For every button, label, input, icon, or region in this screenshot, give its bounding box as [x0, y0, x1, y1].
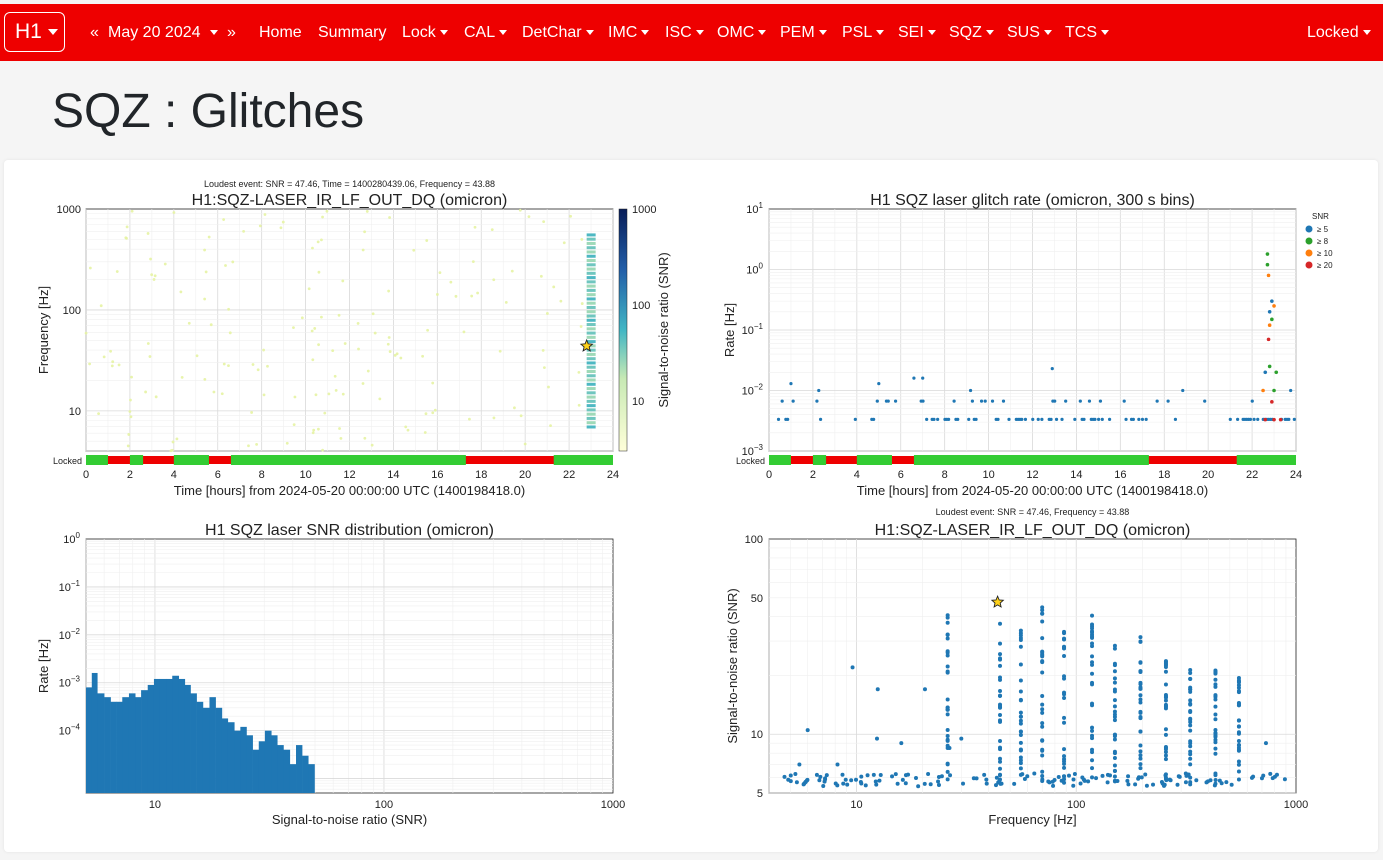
ifo-label: H1 — [15, 20, 42, 43]
nav-menu-cal[interactable]: CAL — [464, 4, 508, 61]
nav-menu-label: TCS — [1065, 24, 1097, 41]
state-label: Locked — [1307, 24, 1359, 41]
chevron-down-icon — [758, 30, 767, 36]
chevron-down-icon — [1043, 30, 1052, 36]
chevron-down-icon — [818, 30, 827, 36]
nav-menu-omc[interactable]: OMC — [717, 4, 767, 61]
nav-menu-label: PEM — [780, 24, 815, 41]
state-dropdown[interactable]: Locked — [1307, 4, 1371, 61]
chevron-down-icon — [499, 30, 508, 36]
nav-menu-label: DetChar — [522, 24, 582, 41]
nav-menu-imc[interactable]: IMC — [608, 4, 650, 61]
nav-menu-psl[interactable]: PSL — [842, 4, 885, 61]
chevron-down-icon — [1362, 30, 1371, 36]
nav-menu-sqz[interactable]: SQZ — [949, 4, 994, 61]
top-navbar: H1 « May 20 2024 » Home Summary Lock CAL… — [0, 4, 1383, 61]
nav-menu-pem[interactable]: PEM — [780, 4, 827, 61]
page-title: SQZ : Glitches — [52, 85, 365, 138]
nav-menu-label: ISC — [665, 24, 692, 41]
nav-menu-label: Lock — [402, 24, 436, 41]
nav-menu-lock[interactable]: Lock — [402, 4, 448, 61]
nav-menu-label: SEI — [898, 24, 924, 41]
date-label: May 20 2024 — [108, 24, 201, 41]
nav-menu-label: PSL — [842, 24, 873, 41]
chevron-down-icon — [695, 30, 704, 36]
chevron-down-icon — [927, 30, 936, 36]
nav-link-home[interactable]: Home — [259, 24, 302, 41]
ifo-dropdown[interactable]: H1 — [4, 12, 65, 52]
chevron-down-icon — [439, 30, 448, 36]
prev-day-button[interactable]: « — [90, 24, 99, 41]
nav-link-summary[interactable]: Summary — [318, 24, 387, 41]
chevron-down-icon — [641, 30, 650, 36]
chevron-down-icon — [209, 30, 218, 36]
chevron-down-icon — [1101, 30, 1109, 36]
plots-card — [4, 160, 1378, 852]
nav-menu-tcs[interactable]: TCS — [1065, 4, 1109, 61]
nav-menu-label: SQZ — [949, 24, 982, 41]
nav-menu-sei[interactable]: SEI — [898, 4, 936, 61]
chevron-down-icon — [47, 29, 58, 36]
chevron-down-icon — [585, 30, 594, 36]
nav-menu-label: CAL — [464, 24, 496, 41]
next-day-button[interactable]: » — [227, 24, 236, 41]
chevron-down-icon — [985, 30, 994, 36]
nav-menu-label: IMC — [608, 24, 638, 41]
date-picker[interactable]: May 20 2024 — [108, 4, 218, 61]
nav-menu-isc[interactable]: ISC — [665, 4, 704, 61]
nav-menu-label: SUS — [1007, 24, 1040, 41]
chevron-down-icon — [876, 30, 885, 36]
nav-menu-sus[interactable]: SUS — [1007, 4, 1052, 61]
nav-menu-detchar[interactable]: DetChar — [522, 4, 594, 61]
nav-menu-label: OMC — [717, 24, 755, 41]
